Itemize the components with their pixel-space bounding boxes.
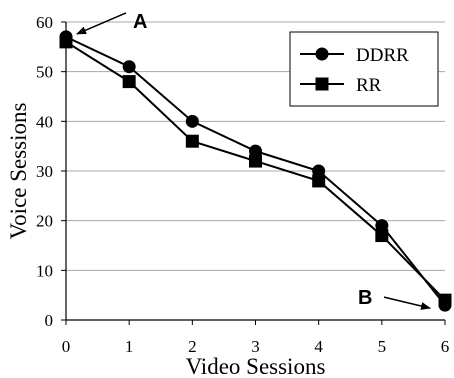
x-axis-title: Video Sessions: [186, 354, 326, 378]
series-ddrr: [59, 30, 452, 312]
y-tick-label: 0: [45, 311, 54, 330]
y-tick-label: 50: [36, 63, 53, 82]
y-tick-label: 40: [36, 112, 53, 131]
annotations: AB: [76, 11, 431, 310]
y-tick-label: 60: [36, 13, 53, 32]
annotation-label: B: [358, 287, 372, 309]
legend-marker: [315, 77, 329, 91]
y-axis-title: Voice Sessions: [6, 102, 31, 239]
x-tick-label: 1: [125, 337, 134, 356]
data-point: [185, 134, 199, 148]
legend-label: DDRR: [356, 45, 409, 66]
legend: DDRR RR: [289, 31, 439, 107]
x-tick-label: 3: [251, 337, 260, 356]
legend-marker: [315, 47, 329, 61]
data-point: [312, 164, 326, 178]
y-tick-label: 10: [36, 261, 53, 280]
data-point: [375, 219, 389, 233]
annotation-label: A: [133, 11, 147, 33]
data-point: [185, 114, 199, 128]
data-point: [122, 75, 136, 89]
axes: 0 10 20 30 40 50 60 0 1 2 3 4 5 6: [36, 13, 449, 356]
y-tick-label: 20: [36, 212, 53, 231]
data-point: [438, 293, 452, 307]
data-point: [375, 229, 389, 243]
x-tick-label: 6: [441, 337, 450, 356]
data-point: [312, 174, 326, 188]
x-tick-label: 2: [188, 337, 197, 356]
legend-box: [289, 31, 439, 107]
data-point: [249, 144, 262, 158]
data-point: [122, 60, 136, 74]
x-tick-label: 0: [62, 337, 71, 356]
y-tick-label: 30: [36, 162, 53, 181]
data-point: [249, 154, 262, 168]
annotation-arrow: [76, 12, 127, 35]
annotation-arrow: [383, 296, 431, 310]
x-tick-label: 4: [314, 337, 323, 356]
series: [59, 30, 452, 312]
series-rr: [59, 35, 452, 307]
data-point: [59, 35, 73, 49]
x-tick-label: 5: [378, 337, 387, 356]
legend-label: RR: [356, 75, 382, 96]
